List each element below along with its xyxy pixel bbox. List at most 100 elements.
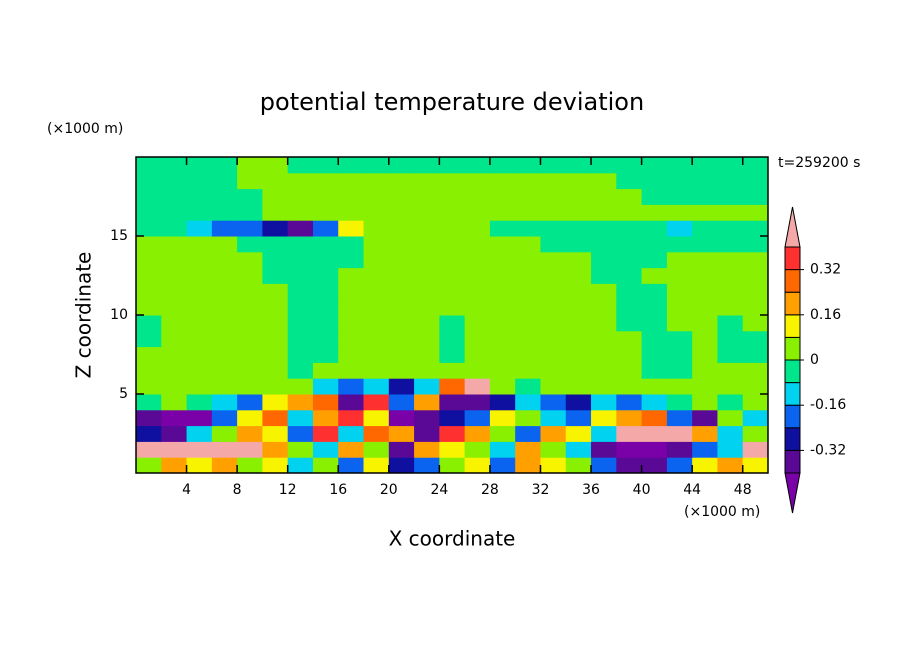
contour-cell <box>237 157 263 174</box>
contour-cell <box>237 315 263 332</box>
contour-cell <box>641 299 668 316</box>
contour-cell <box>439 172 466 190</box>
contour-cell <box>237 346 263 363</box>
contour-cell <box>515 394 541 411</box>
contour-cell <box>616 172 643 190</box>
contour-cell <box>338 346 365 363</box>
contour-cell <box>717 299 744 316</box>
contour-cell <box>641 188 668 205</box>
contour-cell <box>186 409 213 427</box>
contour-cell <box>540 457 567 474</box>
contour-cell <box>287 157 314 174</box>
contour-cell <box>666 204 693 221</box>
contour-cell <box>388 330 415 348</box>
contour-cell <box>565 204 592 221</box>
contour-cell <box>312 251 339 269</box>
contour-cell <box>388 236 415 253</box>
contour-cell <box>287 394 314 411</box>
contour-cell <box>717 378 744 395</box>
contour-cell <box>666 330 693 348</box>
y-tick-label: 15 <box>110 228 128 244</box>
contour-cell <box>388 394 415 411</box>
contour-cell <box>338 378 365 395</box>
contour-cell <box>312 299 339 316</box>
colorbar-box <box>784 404 801 429</box>
colorbar-tick-label: 0.32 <box>810 262 841 278</box>
contour-cell <box>338 394 365 411</box>
contour-cell <box>616 409 643 427</box>
contour-cell <box>338 188 365 205</box>
contour-cell <box>211 409 238 427</box>
contour-cell <box>186 251 213 269</box>
contour-cell <box>591 425 617 442</box>
contour-cell <box>312 220 339 237</box>
contour-cell <box>515 204 541 221</box>
contour-cell <box>591 362 617 379</box>
contour-cell <box>616 346 643 363</box>
contour-cell <box>414 394 440 411</box>
contour-cell <box>262 330 289 348</box>
contour-cell <box>717 251 744 269</box>
contour-cell <box>616 394 643 411</box>
contour-cell <box>414 267 440 284</box>
contour-cell <box>692 346 718 363</box>
contour-cell <box>489 315 516 332</box>
contour-cell <box>717 172 744 190</box>
contour-cell <box>439 283 466 300</box>
contour-cell <box>717 236 744 253</box>
contour-cell <box>540 251 567 269</box>
contour-cell <box>489 204 516 221</box>
contour-cell <box>287 315 314 332</box>
contour-cell <box>237 204 263 221</box>
contour-cell <box>591 172 617 190</box>
contour-cell <box>312 204 339 221</box>
contour-cell <box>591 346 617 363</box>
contour-cell <box>641 157 668 174</box>
contour-cell <box>717 457 744 474</box>
contour-cell <box>742 204 769 221</box>
contour-cell <box>641 394 668 411</box>
colorbar-box <box>784 246 801 271</box>
contour-cell <box>161 204 188 221</box>
contour-cell <box>464 409 491 427</box>
contour-cell <box>237 441 263 458</box>
contour-cell <box>540 172 567 190</box>
contour-cell <box>464 425 491 442</box>
contour-cell <box>641 315 668 332</box>
contour-cell <box>262 394 289 411</box>
contour-cell <box>287 204 314 221</box>
contour-cell <box>414 457 440 474</box>
contour-cell <box>717 220 744 237</box>
contour-cell <box>742 409 769 427</box>
contour-cell <box>136 409 162 427</box>
colorbar-tick-label: -0.16 <box>810 397 846 413</box>
contour-cell <box>692 283 718 300</box>
contour-cell <box>540 188 567 205</box>
contour-cell <box>338 299 365 316</box>
contour-cell <box>489 362 516 379</box>
y-unit: (×1000 m) <box>47 121 123 137</box>
contour-cell <box>136 220 162 237</box>
contour-cell <box>338 157 365 174</box>
contour-cell <box>136 425 162 442</box>
contour-cell <box>388 299 415 316</box>
contour-cell <box>515 172 541 190</box>
contour-cell <box>363 346 390 363</box>
contour-cell <box>717 267 744 284</box>
contour-cell <box>338 441 365 458</box>
contour-cell <box>439 188 466 205</box>
contour-cell <box>414 299 440 316</box>
contour-cell <box>136 362 162 379</box>
contour-cell <box>312 172 339 190</box>
contour-cell <box>211 315 238 332</box>
contour-cell <box>515 267 541 284</box>
contour-cell <box>363 378 390 395</box>
contour-cell <box>237 267 263 284</box>
contour-cell <box>717 362 744 379</box>
contour-cell <box>692 378 718 395</box>
contour-cell <box>414 378 440 395</box>
contour-cell <box>414 251 440 269</box>
contour-cell <box>439 299 466 316</box>
contour-cell <box>388 409 415 427</box>
contour-cell <box>591 394 617 411</box>
